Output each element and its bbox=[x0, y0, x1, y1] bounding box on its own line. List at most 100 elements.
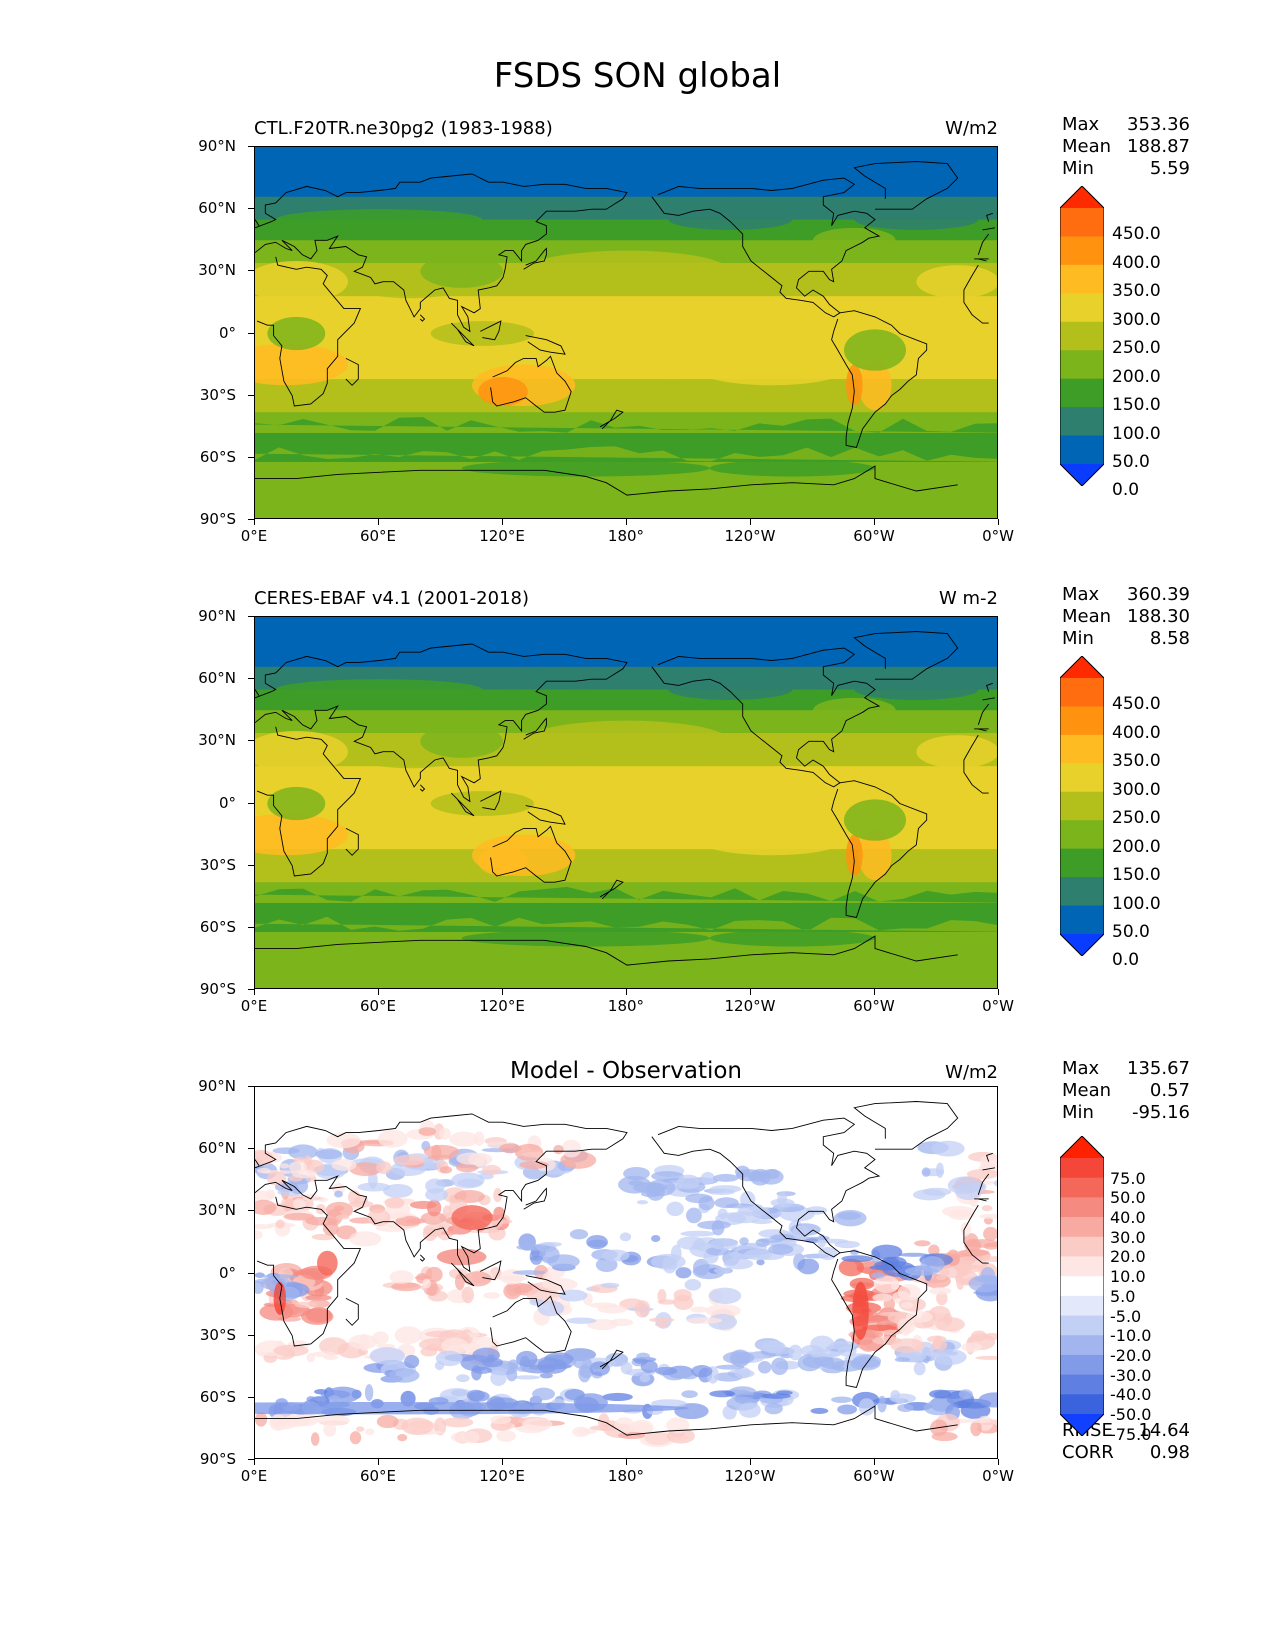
map-field bbox=[255, 617, 997, 988]
lon-tick-label: 120°E bbox=[479, 997, 525, 1015]
lon-tick-mark bbox=[998, 1459, 999, 1465]
coastline bbox=[450, 322, 475, 347]
panel-stats: Max 353.36 Mean 188.87 Min 5.59 bbox=[1062, 114, 1190, 180]
lon-tick-mark bbox=[998, 989, 999, 995]
map-field bbox=[255, 1087, 997, 1458]
colorbar-label: 50.0 bbox=[1112, 452, 1150, 472]
lat-tick-label: 30°S bbox=[199, 385, 236, 404]
lat-tick-label: 90°S bbox=[199, 510, 236, 528]
stat-min: Min 5.59 bbox=[1062, 158, 1190, 179]
lon-tick-mark bbox=[750, 989, 751, 995]
lon-tick-mark bbox=[874, 989, 875, 995]
colorbar-label: 450.0 bbox=[1112, 694, 1161, 715]
lat-tick-mark bbox=[248, 270, 254, 272]
panel-center-title: Model - Observation bbox=[509, 1058, 743, 1084]
coastline bbox=[977, 1173, 990, 1195]
colorbar-label: 40.0 bbox=[1110, 1208, 1146, 1228]
colorbar-segment bbox=[1060, 1158, 1104, 1179]
lon-tick-label: 0°E bbox=[240, 527, 268, 545]
coastline bbox=[853, 631, 959, 680]
coastline bbox=[480, 790, 502, 811]
colorbar-label: -20.0 bbox=[1110, 1345, 1152, 1365]
coastline bbox=[982, 227, 995, 231]
lat-tick-label: 30°S bbox=[199, 855, 236, 874]
panel-model: CTL.F20TR.ne30pg2 (1983-1988) W/m2 Max 35… bbox=[0, 104, 1275, 545]
lon-tick-mark bbox=[502, 989, 503, 995]
stat-min: Min 8.58 bbox=[1062, 628, 1190, 649]
coastline bbox=[831, 1250, 928, 1389]
panel-units: W/m2 bbox=[945, 1062, 998, 1083]
coastline bbox=[978, 258, 987, 262]
coastline bbox=[255, 643, 628, 803]
colorbar-label: 5.0 bbox=[1110, 1286, 1136, 1306]
colorbar-segment bbox=[1060, 407, 1104, 437]
lon-tick-mark bbox=[750, 1459, 751, 1465]
coastline bbox=[525, 335, 566, 355]
lat-tick-label: 30°N bbox=[198, 261, 236, 280]
coastline bbox=[255, 1159, 260, 1166]
lon-tick-mark bbox=[750, 519, 751, 525]
colorbar-label: 150.0 bbox=[1112, 395, 1161, 416]
lon-tick-mark bbox=[998, 519, 999, 525]
lon-tick-label: 180° bbox=[607, 527, 645, 545]
coastline bbox=[651, 647, 881, 788]
lon-tick-label: 60°W bbox=[853, 1467, 895, 1485]
coastline bbox=[982, 1167, 995, 1171]
lat-tick-label: 90°S bbox=[199, 1450, 236, 1468]
map-difference bbox=[254, 1086, 998, 1459]
lon-tick-mark bbox=[874, 1459, 875, 1465]
lat-tick-label: 0° bbox=[218, 323, 236, 342]
colorbar-label: 250.0 bbox=[1112, 808, 1161, 829]
lat-tick-mark bbox=[248, 208, 254, 210]
colorbar-label: -40.0 bbox=[1110, 1385, 1152, 1405]
lon-tick-mark bbox=[254, 989, 255, 995]
colorbar-segment bbox=[1060, 236, 1104, 266]
coastline bbox=[419, 1254, 426, 1262]
colorbar-label: 50.0 bbox=[1110, 1188, 1146, 1208]
coastline bbox=[480, 1260, 502, 1281]
lon-tick-mark bbox=[378, 989, 379, 995]
lat-tick-label: 60°N bbox=[198, 669, 236, 688]
coastline bbox=[986, 1152, 993, 1162]
colorbar-segment bbox=[1060, 293, 1104, 323]
coastline bbox=[853, 161, 959, 210]
panel-left-title: CTL.F20TR.ne30pg2 (1983-1988) bbox=[254, 118, 553, 139]
lon-tick-label: 120°W bbox=[724, 997, 776, 1015]
lon-tick-mark bbox=[874, 519, 875, 525]
coastline bbox=[255, 1405, 958, 1436]
lat-tick-mark bbox=[248, 1272, 254, 1274]
coastline bbox=[523, 1187, 547, 1210]
colorbar-segment bbox=[1060, 1295, 1104, 1317]
lon-tick-label: 180° bbox=[607, 997, 645, 1015]
lon-tick-label: 0°W bbox=[982, 997, 1014, 1015]
colorbar-label: 150.0 bbox=[1112, 865, 1161, 886]
lon-tick-mark bbox=[626, 1459, 627, 1465]
colorbar-segment bbox=[1060, 1354, 1104, 1376]
map-model bbox=[254, 146, 998, 519]
coastline bbox=[490, 825, 572, 883]
lon-tick-mark bbox=[254, 519, 255, 525]
coastline bbox=[963, 264, 989, 324]
colorbar-segment bbox=[1060, 1276, 1104, 1297]
coastline bbox=[256, 1196, 362, 1347]
colorbar-segment bbox=[1060, 848, 1104, 878]
colorbar-segment bbox=[1060, 378, 1104, 408]
colorbar-label: 200.0 bbox=[1112, 836, 1161, 857]
coastline bbox=[345, 357, 359, 386]
coastline bbox=[345, 827, 359, 856]
lat-tick-label: 0° bbox=[218, 1263, 236, 1282]
lon-tick-mark bbox=[378, 519, 379, 525]
lon-tick-label: 120°W bbox=[724, 1467, 776, 1485]
lat-tick-mark bbox=[248, 989, 254, 990]
lat-tick-label: 60°S bbox=[199, 917, 236, 936]
coastline bbox=[490, 355, 572, 413]
lon-tick-mark bbox=[626, 989, 627, 995]
coastline bbox=[982, 697, 995, 701]
colorbar-label: -30.0 bbox=[1110, 1365, 1152, 1385]
colorbar-label: -10.0 bbox=[1110, 1326, 1152, 1346]
colorbar-label: 50.0 bbox=[1112, 922, 1150, 942]
panel-difference: Model - Observation W/m2 Max 135.67 Mean 0… bbox=[0, 1044, 1275, 1485]
stat-mean: Mean 188.30 bbox=[1062, 606, 1190, 627]
colorbar-label: 450.0 bbox=[1112, 224, 1161, 245]
lon-tick-mark bbox=[502, 1459, 503, 1465]
